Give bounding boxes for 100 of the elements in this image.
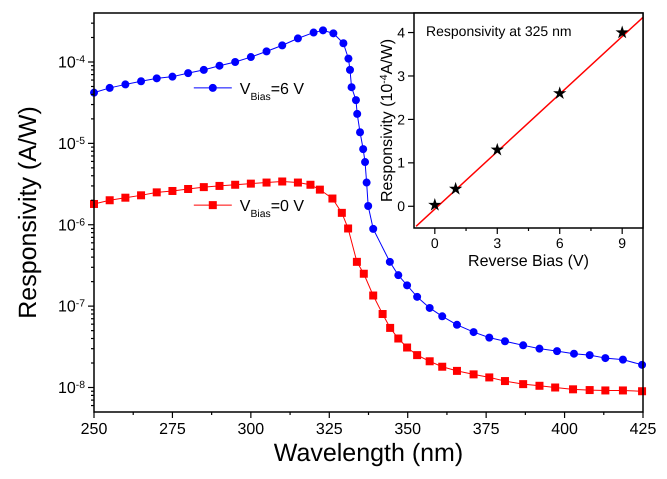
point	[569, 385, 578, 394]
point	[106, 196, 114, 204]
point	[490, 142, 504, 156]
x-tick-label: 375	[472, 421, 500, 438]
point	[328, 194, 336, 203]
point	[551, 384, 560, 392]
point	[452, 320, 461, 329]
point	[586, 386, 594, 394]
x-axis-title: Wavelength (nm)	[274, 439, 464, 467]
point	[403, 281, 412, 290]
point	[246, 180, 255, 188]
y-tick-label: 1	[397, 154, 406, 171]
legend-label: V$_{Bias}$=0 V	[240, 198, 304, 220]
point	[346, 66, 354, 74]
point	[361, 158, 370, 166]
point	[262, 178, 271, 187]
point	[353, 110, 362, 118]
point	[316, 186, 324, 194]
x-tick-label: 3	[493, 235, 502, 251]
point	[339, 39, 348, 48]
point	[386, 258, 394, 266]
point	[319, 26, 328, 34]
point	[535, 344, 544, 353]
y-tick-label: 2	[397, 111, 406, 128]
point	[618, 386, 627, 394]
x-tick-label: 425	[630, 421, 656, 438]
point	[294, 178, 302, 187]
y-tick-label: 0	[397, 198, 406, 214]
text: Responsivity at 325 nm	[426, 23, 572, 39]
x-tick-label: 350	[394, 421, 422, 438]
point	[570, 350, 578, 358]
point	[470, 328, 478, 336]
point	[121, 194, 130, 202]
point	[356, 128, 364, 136]
point	[485, 334, 494, 342]
point	[448, 182, 462, 195]
point	[168, 72, 176, 81]
point	[426, 304, 434, 312]
point	[168, 186, 176, 195]
point	[106, 84, 114, 92]
point	[601, 386, 610, 394]
point	[352, 258, 361, 266]
point	[344, 224, 352, 232]
point	[586, 351, 594, 360]
point	[152, 188, 161, 196]
point	[519, 380, 528, 388]
y-tick-label: 10$^{-8}$	[58, 380, 86, 398]
point	[278, 41, 286, 50]
y-tick-label: 3	[397, 68, 406, 84]
point	[500, 337, 509, 346]
point	[262, 47, 271, 56]
point	[394, 334, 402, 343]
y-axis-title: Responsivity (A/W)	[14, 106, 42, 319]
point	[426, 357, 434, 366]
point	[394, 271, 402, 280]
x-tick-label: 325	[316, 421, 343, 438]
point	[364, 202, 372, 210]
point	[246, 53, 255, 62]
y-tick-label: 4	[397, 24, 406, 40]
x-tick-label: 0	[430, 235, 439, 251]
point	[215, 182, 224, 190]
point	[310, 28, 318, 37]
point	[500, 377, 509, 386]
point	[438, 362, 446, 371]
point	[137, 191, 146, 200]
point	[428, 198, 442, 211]
point	[616, 26, 629, 38]
point	[348, 83, 356, 92]
point	[386, 324, 394, 332]
point	[553, 347, 562, 356]
point	[294, 34, 302, 42]
point	[231, 58, 240, 66]
x-tick-label: 300	[238, 421, 264, 438]
point	[470, 370, 478, 378]
point	[403, 344, 412, 352]
point	[329, 29, 338, 38]
point	[618, 356, 627, 364]
point	[413, 351, 422, 360]
point	[231, 180, 240, 189]
point	[535, 382, 544, 390]
point	[352, 96, 360, 104]
point	[137, 77, 146, 86]
point	[121, 80, 130, 88]
point	[200, 66, 208, 74]
y-tick-label: 10$^{-7}$	[58, 298, 86, 316]
point	[369, 224, 378, 233]
point	[278, 178, 286, 186]
point	[215, 62, 224, 70]
legend-label: V$_{Bias}$=6 V	[240, 80, 304, 102]
x-tick-label: 6	[556, 235, 564, 251]
x-tick-label: 400	[551, 421, 578, 438]
point	[184, 184, 192, 193]
point	[413, 292, 422, 301]
point	[485, 373, 494, 382]
point	[553, 86, 566, 100]
point	[152, 74, 161, 82]
point	[519, 341, 528, 350]
point	[438, 312, 446, 320]
x-axis-title: Reverse Bias (V)	[468, 253, 589, 270]
point	[601, 354, 610, 362]
